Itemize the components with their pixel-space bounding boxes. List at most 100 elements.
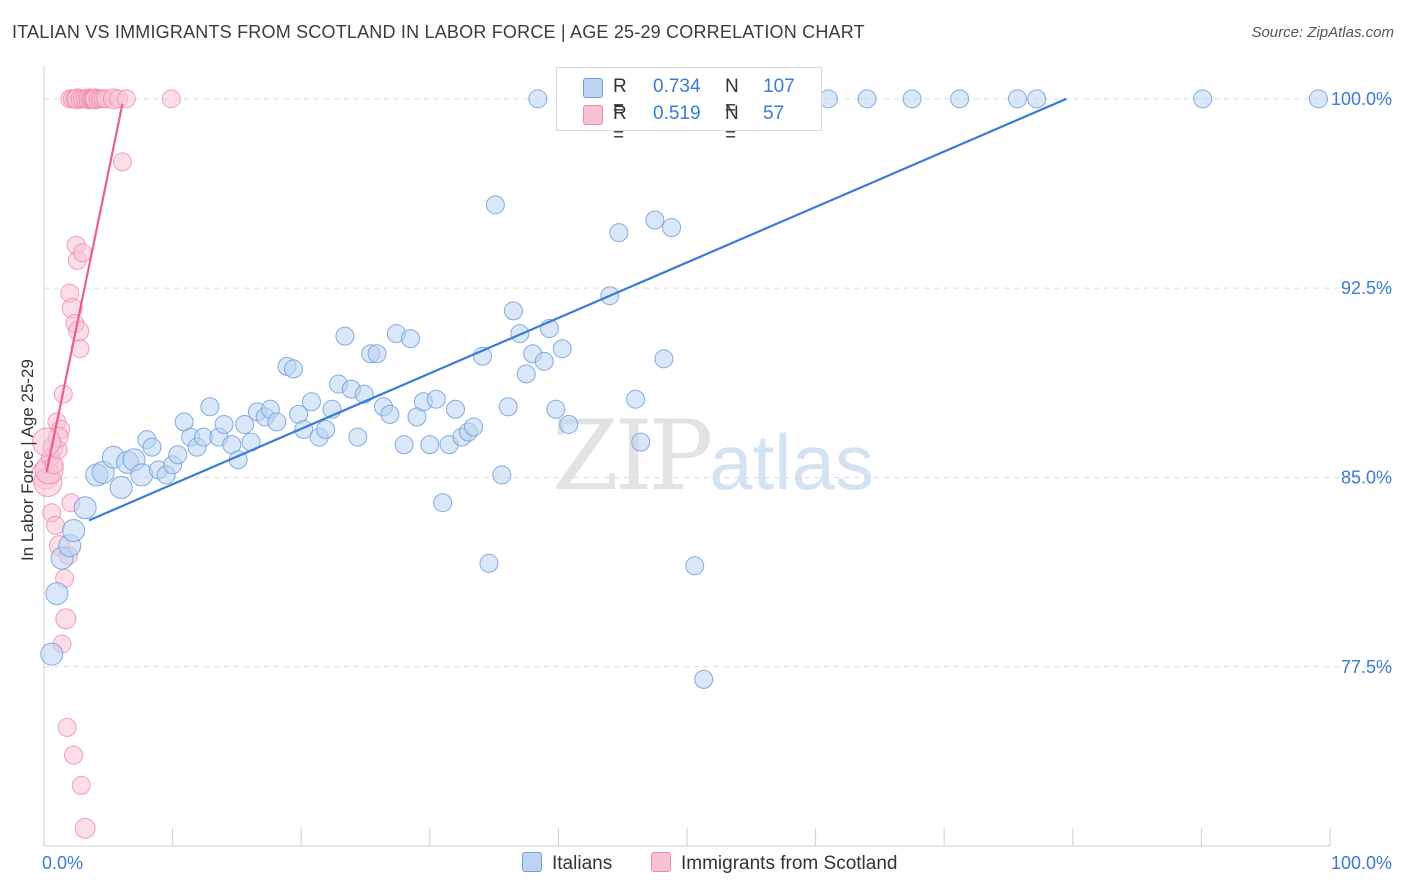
data-point-italians [200,397,220,417]
data-point-italians [485,195,505,215]
data-point-italians [559,414,579,434]
y-tick-label: 100.0% [1331,89,1392,109]
data-point-italians [498,397,518,417]
legend-r-value: 0.519 [653,103,701,124]
legend-n-label: N = [725,76,739,119]
data-point-scotland [161,89,181,109]
data-point-italians [857,89,877,109]
trendlines [45,97,1067,522]
legend-label-scotland: Immigrants from Scotland [681,853,898,874]
watermark-zip: ZIP [552,400,713,512]
data-point-italians [503,301,523,321]
series-italians [40,89,1328,689]
data-point-italians [367,344,387,364]
data-point-scotland [112,152,132,172]
data-point-italians [1193,89,1213,109]
data-point-italians [492,465,512,485]
data-point-italians [168,445,188,465]
data-point-italians [142,437,162,457]
data-point-italians [626,389,646,409]
data-point-scotland [68,320,90,342]
data-point-italians [354,384,374,404]
tick-labels: 77.5% 85.0% 92.5% 100.0% 0.0% 100.0% [42,89,1392,873]
data-point-scotland [71,775,91,795]
data-point-italians [1308,89,1328,109]
legend-swatch-scotland [583,105,603,125]
data-point-italians [534,351,554,371]
data-point-scotland [116,89,136,109]
legend-swatch-italians [583,78,603,98]
legend-item-scotland[interactable]: Immigrants from Scotland [651,852,897,875]
watermark: ZIPatlas [552,400,874,512]
data-point-italians [316,419,336,439]
data-point-italians [214,414,234,434]
data-point-italians [645,210,665,230]
chart-title: ITALIAN VS IMMIGRANTS FROM SCOTLAND IN L… [12,22,865,42]
legend-r-label: R = [613,76,627,119]
data-point-italians [818,89,838,109]
data-point-italians [902,89,922,109]
data-point-italians [380,404,400,424]
data-point-italians [348,427,368,447]
data-point-scotland [64,745,84,765]
watermark-atlas: atlas [709,418,874,506]
chart-source: Source: ZipAtlas.com [1251,24,1394,41]
y-axis-label: In Labor Force | Age 25-29 [18,359,37,561]
data-point-italians [609,223,629,243]
data-point-italians [546,399,566,419]
data-point-italians [420,435,440,455]
data-point-italians [464,417,484,437]
trendline-scotland [45,103,124,473]
legend-r-label: R = [613,103,627,146]
legend-swatch-scotland [651,852,671,872]
data-point-italians [433,493,453,513]
data-point-italians [73,496,97,520]
data-point-italians [267,412,287,432]
data-point-italians [426,389,446,409]
x-tick-label: 100.0% [1331,853,1392,873]
data-point-italians [401,329,421,349]
data-point-italians [528,89,548,109]
grid-lines [44,98,1392,668]
legend-item-italians[interactable]: Italians [522,852,612,875]
data-point-italians [654,349,674,369]
legend-r-value: 0.734 [653,76,701,97]
legend-label-italians: Italians [552,853,613,874]
trendline-italians [88,97,1067,522]
data-point-italians [109,476,133,500]
data-point-italians [479,553,499,573]
data-point-italians [335,326,355,346]
data-point-italians [235,414,255,434]
data-point-italians [40,642,64,666]
y-tick-label: 85.0% [1341,467,1392,487]
data-point-italians [516,364,536,384]
data-point-italians [631,432,651,452]
data-point-scotland [46,515,66,535]
legend-swatch-italians [522,852,542,872]
legend-n-label: N = [725,103,739,146]
data-point-italians [1027,89,1047,109]
x-tick-label: 0.0% [42,853,83,873]
y-tick-label: 92.5% [1341,278,1392,298]
data-point-scotland [55,608,77,630]
data-point-italians [301,392,321,412]
data-point-italians [446,399,466,419]
data-point-italians [685,556,705,576]
legend-n-value: 57 [763,103,785,124]
data-point-italians [62,518,86,542]
data-point-italians [45,582,69,606]
legend-n-value: 107 [763,76,795,97]
data-point-scotland [57,717,77,737]
data-point-italians [552,339,572,359]
data-point-scotland [74,817,96,839]
legend-stats: R = 0.734 N = 107 R = 0.519 N = 57 [556,67,822,146]
series-immigrants-from-scotland [30,88,181,839]
data-point-italians [662,218,682,238]
data-point-italians [694,669,714,689]
data-point-italians [283,359,303,379]
data-point-italians [950,89,970,109]
y-tick-label: 77.5% [1341,657,1392,677]
data-point-italians [394,435,414,455]
data-point-italians [1008,89,1028,109]
